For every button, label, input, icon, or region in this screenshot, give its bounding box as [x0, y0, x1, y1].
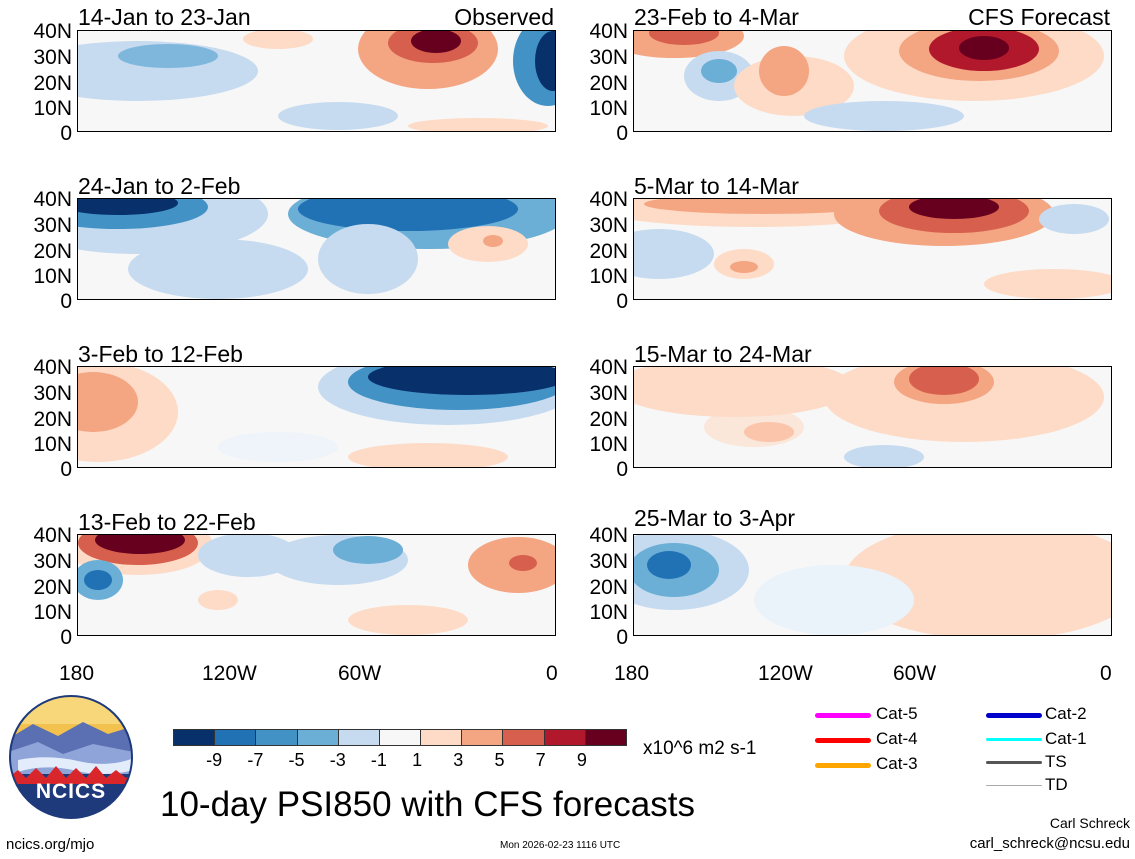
- colorbar-swatch: [296, 729, 339, 746]
- colorbar-tick-label: -1: [370, 750, 387, 770]
- panel-label-forecast: CFS Forecast: [968, 4, 1110, 30]
- panel-title: 14-Jan to 23-Jan: [78, 4, 251, 30]
- legend-label-cat2: Cat-2: [1045, 704, 1087, 723]
- colorbar-tick-label: -7: [247, 750, 264, 770]
- legend-swatch-cat3: [815, 763, 871, 768]
- legend-label-cat4: Cat-4: [876, 729, 918, 748]
- colorbar-tick-label: -3: [329, 750, 346, 770]
- panel-title: 24-Jan to 2-Feb: [78, 173, 241, 199]
- colorbar-swatch: [255, 729, 298, 746]
- footer-author: Carl Schreck: [1049, 815, 1130, 831]
- legend-swatch-cat2: [986, 713, 1042, 718]
- main-title: 10-day PSI850 with CFS forecasts: [160, 785, 695, 824]
- legend-label-ts: TS: [1045, 752, 1067, 771]
- map-panel-3: [77, 366, 556, 468]
- colorbar-tick-label: 1: [412, 750, 423, 770]
- colorbar-units: x10^6 m2 s-1: [643, 738, 757, 759]
- map-panel-4: [77, 534, 556, 636]
- colorbar-tick-label: 3: [453, 750, 464, 770]
- panel-title: 15-Mar to 24-Mar: [634, 341, 812, 367]
- footer-website[interactable]: ncics.org/mjo: [6, 836, 95, 853]
- legend-swatch-ts: [986, 761, 1042, 764]
- legend-label-cat1: Cat-1: [1045, 729, 1087, 748]
- panel-title: 25-Mar to 3-Apr: [634, 505, 796, 531]
- footer-timestamp: Mon 2026-02-23 1116 UTC: [500, 840, 621, 851]
- colorbar-tick-label: 5: [494, 750, 505, 770]
- map-panel-1: [77, 30, 556, 132]
- colorbar-tick-label: 7: [535, 750, 546, 770]
- colorbar-swatch: [502, 729, 545, 746]
- legend-label-cat5: Cat-5: [876, 704, 918, 723]
- legend-swatch-cat4: [815, 738, 871, 743]
- logo-text: NCICS: [35, 780, 107, 803]
- panel-label-observed: Observed: [454, 4, 554, 30]
- footer-email[interactable]: carl_schreck@ncsu.edu: [969, 835, 1130, 852]
- colorbar-swatch: [214, 729, 257, 746]
- map-panel-6: [633, 198, 1112, 300]
- panel-title: 5-Mar to 14-Mar: [634, 173, 799, 199]
- colorbar-swatch: [584, 729, 627, 746]
- colorbar-tick-label: -5: [288, 750, 305, 770]
- colorbar-swatch: [337, 729, 380, 746]
- colorbar-tick-label: -9: [206, 750, 223, 770]
- panel-title: 3-Feb to 12-Feb: [78, 341, 243, 367]
- legend-swatch-cat1: [986, 738, 1042, 741]
- legend-swatch-td: [986, 785, 1042, 786]
- map-panel-2: [77, 198, 556, 300]
- colorbar-swatch: [378, 729, 422, 746]
- colorbar-swatch: [173, 729, 216, 746]
- colorbar-swatch: [420, 729, 463, 746]
- panel-title: 13-Feb to 22-Feb: [78, 509, 256, 535]
- legend-label-td: TD: [1045, 775, 1068, 794]
- colorbar-swatch: [543, 729, 586, 746]
- ncics-logo: NCICS: [8, 694, 134, 820]
- map-panel-7: [633, 366, 1112, 468]
- legend-label-cat3: Cat-3: [876, 754, 918, 773]
- map-panel-8: [633, 534, 1112, 636]
- map-panel-5: [633, 30, 1112, 132]
- legend-swatch-cat5: [815, 713, 871, 718]
- colorbar-swatch: [461, 729, 504, 746]
- colorbar-tick-label: 9: [576, 750, 587, 770]
- panel-title: 23-Feb to 4-Mar: [634, 4, 799, 30]
